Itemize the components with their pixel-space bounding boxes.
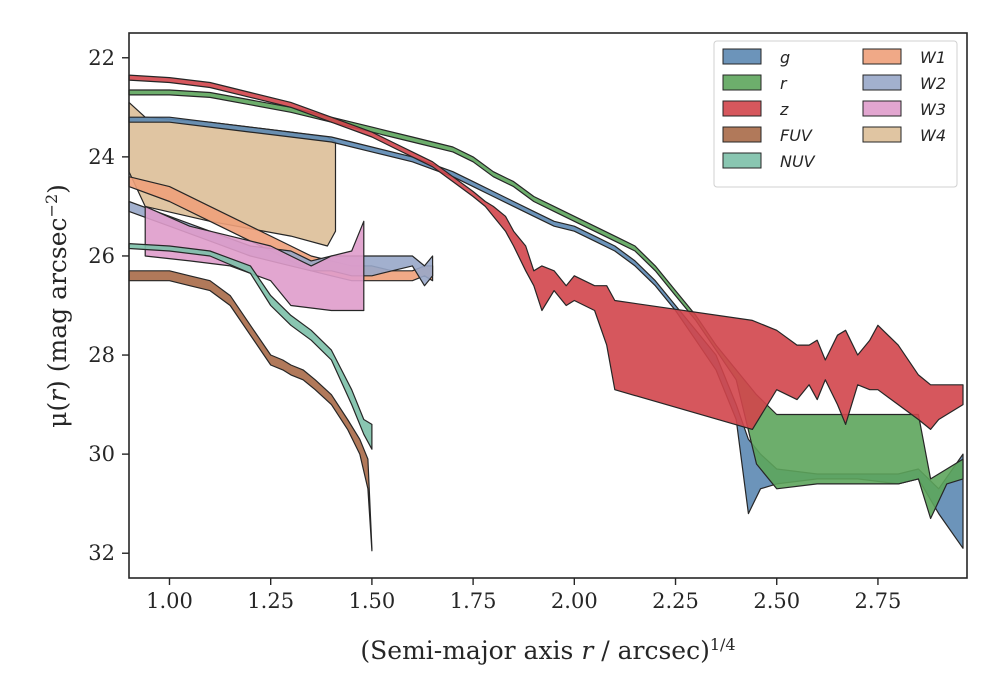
- band-g: [128, 116, 964, 549]
- y-tick-label: 30: [88, 442, 115, 466]
- x-tick-label: 1.25: [247, 589, 294, 613]
- y-axis-label: μ(r) (mag arcsec−2): [42, 184, 72, 428]
- legend-label-nuv: NUV: [780, 152, 816, 171]
- surface-brightness-bands: [128, 74, 964, 552]
- legend-swatch-w4: [862, 126, 902, 143]
- legend-label-z: z: [779, 100, 789, 119]
- band-fuv: [128, 270, 373, 552]
- legend-swatch-w3: [862, 100, 902, 117]
- y-axis-ticks: 22 24 26 28 30 32: [88, 46, 129, 565]
- x-tick-label: 1.00: [146, 589, 193, 613]
- band-z: [128, 74, 964, 430]
- legend-label-fuv: FUV: [780, 126, 813, 145]
- legend-swatch-w1: [862, 48, 902, 65]
- legend-label-w2: W2: [920, 74, 946, 93]
- legend-label-g: g: [780, 48, 790, 67]
- y-tick-label: 28: [88, 343, 115, 367]
- y-tick-label: 22: [88, 46, 115, 70]
- plot-frame: [128, 32, 968, 579]
- x-tick-label: 2.25: [652, 589, 699, 613]
- x-tick-label: 2.50: [753, 589, 800, 613]
- legend-swatch-nuv: [722, 152, 762, 169]
- y-tick-label: 24: [88, 145, 115, 169]
- x-tick-label: 2.00: [551, 589, 598, 613]
- legend-label-w3: W3: [920, 100, 946, 119]
- legend-swatch-fuv: [722, 126, 762, 143]
- x-tick-label: 2.75: [855, 589, 902, 613]
- band-nuv: [128, 243, 373, 450]
- x-tick-label: 1.75: [450, 589, 497, 613]
- legend-swatch-z: [722, 100, 762, 117]
- band-w3: [144, 205, 365, 312]
- y-tick-label: 32: [88, 541, 115, 565]
- legend-label-r: r: [780, 74, 788, 93]
- legend: grz FUV NUV W1 W2 W3 W4: [713, 40, 958, 188]
- legend-label-w4: W4: [920, 126, 946, 145]
- legend-swatch-r: [722, 74, 762, 91]
- legend-label-w1: W1: [920, 48, 946, 67]
- x-axis-label: (Semi-major axis r / arcsec)1/4: [360, 635, 735, 665]
- x-axis-ticks: 1.00 1.25 1.50 1.75 2.00 2.25 2.50 2.75: [146, 578, 901, 613]
- x-tick-label: 1.50: [349, 589, 396, 613]
- legend-swatch-g: [722, 48, 762, 65]
- y-tick-label: 26: [88, 244, 115, 268]
- legend-swatch-w2: [862, 74, 902, 91]
